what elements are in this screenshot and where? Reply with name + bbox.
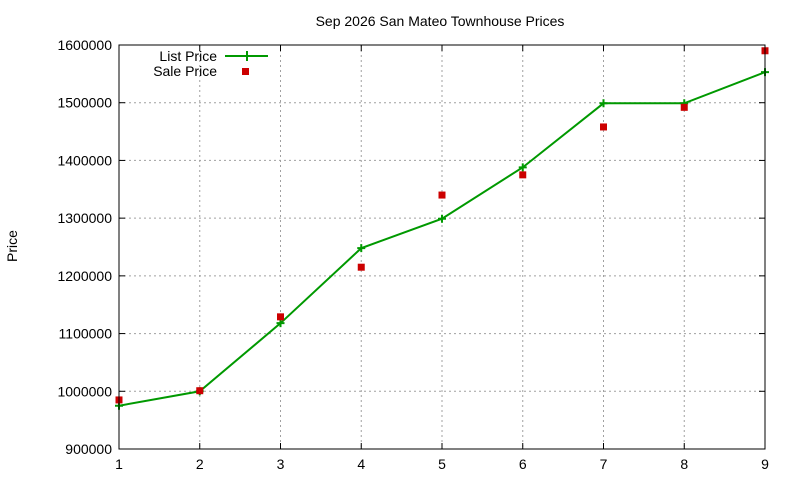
- grid-layer: [119, 45, 765, 449]
- y-tick-label: 900000: [65, 441, 112, 457]
- sale-price-point: [519, 171, 527, 179]
- plot-frame: [118, 44, 766, 450]
- axis-layer: 1 2 3 4 5 6 7 8 9 900000 1000000 1100000 1200000 1300…: [57, 37, 769, 472]
- x-tick-label: 3: [277, 456, 285, 472]
- legend: List Price Sale Price: [153, 48, 268, 79]
- y-tick-label: 1100000: [59, 326, 113, 342]
- x-tick-label: 6: [519, 456, 527, 472]
- legend-label-list-price: List Price: [159, 48, 217, 64]
- y-tick-label: 1500000: [57, 95, 112, 111]
- sale-price-point: [357, 263, 365, 271]
- list-price-point: [276, 319, 285, 328]
- list-price-point: [518, 163, 527, 172]
- y-axis-label: Price: [4, 230, 20, 262]
- sale-price-point: [196, 387, 204, 395]
- sale-price-point: [600, 123, 607, 131]
- y-tick-label: 1000000: [57, 383, 112, 399]
- y-tick-label: 1400000: [57, 152, 112, 168]
- x-tick-label: 7: [600, 456, 608, 472]
- sale-price-point: [680, 103, 688, 111]
- legend-marker-list-price: [242, 51, 252, 61]
- legend-marker-sale-price: [242, 68, 249, 75]
- y-tick-label: 1200000: [57, 268, 112, 284]
- x-tick-label: 1: [115, 456, 123, 472]
- list-price-point: [357, 244, 366, 253]
- list-price-point: [599, 99, 608, 108]
- legend-label-sale-price: Sale Price: [153, 63, 217, 79]
- x-tick-label: 9: [761, 456, 769, 472]
- list-price-point: [438, 214, 446, 223]
- chart-title: Sep 2026 San Mateo Townhouse Prices: [316, 13, 565, 29]
- x-tick-label: 5: [438, 456, 446, 472]
- x-tick-label: 4: [357, 456, 365, 472]
- sale-price-point: [277, 313, 284, 321]
- y-tick-label: 1600000: [57, 37, 112, 53]
- x-tick-label: 8: [680, 456, 688, 472]
- x-tick-label: 2: [196, 456, 204, 472]
- y-tick-label: 1300000: [57, 210, 112, 226]
- sale-price-point: [438, 191, 446, 199]
